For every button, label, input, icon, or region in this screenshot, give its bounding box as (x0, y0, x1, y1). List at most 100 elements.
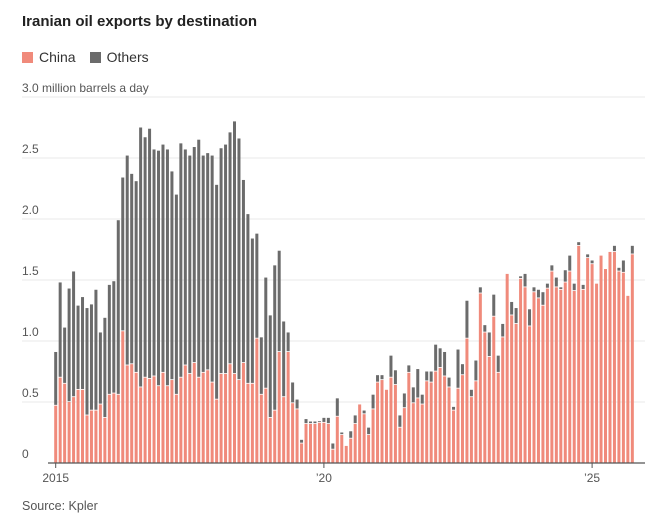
bar-others (188, 155, 192, 374)
bar-others (67, 288, 71, 402)
bar-others (116, 220, 120, 394)
bar-others (76, 305, 80, 389)
bar-china (474, 381, 478, 463)
source-note: Source: Kpler (22, 499, 98, 513)
bar-china (492, 316, 496, 463)
bar-others (514, 308, 518, 324)
bar-others (460, 364, 464, 375)
bar-china (411, 403, 415, 463)
bar-china (125, 365, 129, 463)
bar-china (604, 269, 608, 463)
bar-china (250, 383, 254, 463)
bar-others (210, 155, 214, 382)
bar-others (443, 351, 447, 376)
bar-china (121, 331, 125, 463)
legend-item-others: Others (89, 49, 149, 65)
bar-others (139, 127, 143, 387)
bar-others (331, 443, 335, 449)
bar-china (630, 254, 634, 463)
bar-china (545, 288, 549, 463)
bar-others (215, 184, 219, 399)
bar-others (246, 214, 250, 383)
bar-others (201, 155, 205, 372)
bar-china (54, 405, 58, 463)
bar-china (519, 278, 523, 463)
bar-others (286, 332, 290, 352)
bar-others (536, 289, 540, 298)
bar-others (554, 277, 558, 287)
bar-others (277, 250, 281, 352)
bar-others (103, 317, 107, 418)
bar-china (63, 383, 67, 463)
bar-others (420, 394, 424, 404)
bar-china (107, 394, 111, 463)
bar-china (541, 305, 545, 463)
bar-china (528, 326, 532, 463)
bar-china (505, 273, 509, 463)
bar-others (161, 144, 165, 372)
bar-china (143, 377, 147, 463)
bar-china (228, 364, 232, 463)
bar-china (358, 404, 362, 463)
bar-china (188, 373, 192, 463)
bar-china (94, 410, 98, 463)
bar-others (349, 431, 353, 438)
bar-china (550, 271, 554, 463)
bar-others (228, 132, 232, 364)
bar-others (617, 267, 621, 271)
bar-others (121, 177, 125, 331)
bar-others (612, 245, 616, 252)
bar-china (389, 377, 393, 463)
bar-others (264, 277, 268, 388)
bar-china (425, 381, 429, 463)
bar-china (183, 365, 187, 463)
bar-china (402, 408, 406, 463)
bar-china (139, 387, 143, 463)
bar-others (447, 377, 451, 387)
bar-others (563, 270, 567, 282)
bar-others (304, 419, 308, 424)
bar-others (183, 149, 187, 365)
bar-china (496, 372, 500, 463)
bar-others (568, 255, 572, 271)
bar-others (174, 194, 178, 394)
bar-others (367, 427, 371, 435)
bar-china (291, 403, 295, 463)
bar-others (241, 179, 245, 363)
bar-china (197, 377, 201, 463)
bar-china (510, 315, 514, 463)
bar-others (224, 144, 228, 374)
x-tick-label: 2015 (42, 471, 69, 485)
bar-china (268, 417, 272, 463)
bar-others (85, 308, 89, 415)
bar-others (532, 287, 536, 292)
bar-china (416, 398, 420, 463)
bar-others (197, 139, 201, 377)
bar-china (317, 422, 321, 463)
bar-china (308, 423, 312, 463)
bar-china (581, 289, 585, 463)
bar-others (250, 238, 254, 383)
bar-others (219, 148, 223, 374)
bar-others (523, 273, 527, 287)
bar-china (367, 434, 371, 463)
bar-china (344, 445, 348, 463)
y-tick-label: 2.0 (22, 203, 39, 217)
bar-others (58, 282, 62, 377)
bar-others (335, 398, 339, 416)
bar-china (452, 410, 456, 463)
bar-china (362, 414, 366, 463)
bar-china (192, 362, 196, 463)
bar-china (523, 287, 527, 463)
bar-others (81, 297, 85, 389)
bar-china (322, 422, 326, 463)
bar-china (300, 443, 304, 463)
bar-china (487, 356, 491, 463)
bar-china (112, 393, 116, 463)
bar-others (434, 344, 438, 371)
bar-others (233, 121, 236, 374)
bar-china (165, 386, 169, 463)
bar-others (411, 387, 415, 403)
bar-china (621, 272, 625, 463)
bar-others (465, 300, 469, 338)
